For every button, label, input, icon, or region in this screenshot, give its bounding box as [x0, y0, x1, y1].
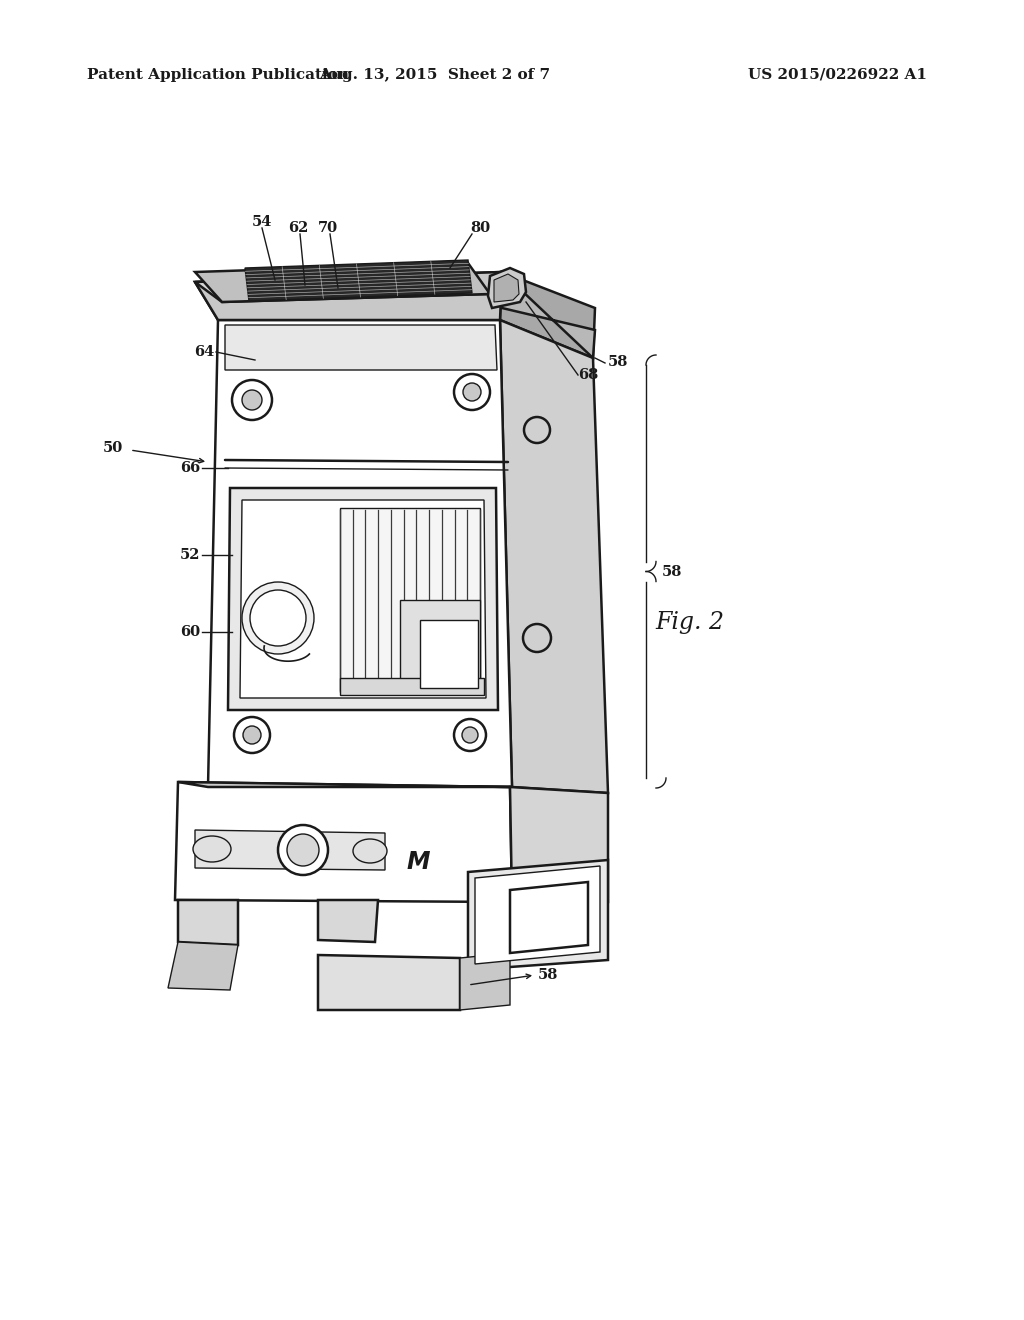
Circle shape: [523, 624, 551, 652]
Circle shape: [454, 374, 490, 411]
Polygon shape: [420, 620, 478, 688]
Text: 58: 58: [662, 565, 682, 579]
Text: M: M: [407, 850, 430, 874]
Polygon shape: [400, 601, 480, 690]
Text: 64: 64: [194, 345, 214, 359]
Circle shape: [454, 719, 486, 751]
Polygon shape: [494, 275, 519, 302]
Text: 62: 62: [288, 220, 308, 235]
Polygon shape: [475, 866, 600, 964]
Text: 68: 68: [578, 368, 598, 381]
Circle shape: [242, 389, 262, 411]
Circle shape: [278, 825, 328, 875]
Polygon shape: [195, 830, 385, 870]
Polygon shape: [225, 325, 497, 370]
Text: 58: 58: [538, 968, 558, 982]
Polygon shape: [245, 260, 472, 301]
Polygon shape: [208, 319, 512, 787]
Polygon shape: [178, 781, 512, 787]
Circle shape: [463, 383, 481, 401]
Polygon shape: [240, 500, 486, 698]
Text: 50: 50: [102, 441, 123, 455]
Polygon shape: [175, 781, 512, 902]
Circle shape: [287, 834, 319, 866]
Text: US 2015/0226922 A1: US 2015/0226922 A1: [748, 69, 927, 82]
Polygon shape: [195, 272, 502, 319]
Polygon shape: [318, 954, 460, 1010]
Polygon shape: [195, 273, 490, 302]
Polygon shape: [168, 942, 238, 990]
Polygon shape: [510, 787, 608, 902]
Polygon shape: [195, 263, 490, 302]
Circle shape: [234, 717, 270, 752]
Circle shape: [462, 727, 478, 743]
Polygon shape: [500, 272, 595, 358]
Circle shape: [232, 380, 272, 420]
Circle shape: [524, 417, 550, 444]
Circle shape: [250, 590, 306, 645]
Polygon shape: [468, 861, 608, 970]
Polygon shape: [340, 508, 480, 692]
Polygon shape: [195, 272, 502, 319]
Text: 58: 58: [608, 355, 629, 370]
Polygon shape: [228, 488, 498, 710]
Text: Fig. 2: Fig. 2: [655, 610, 725, 634]
Ellipse shape: [193, 836, 231, 862]
Polygon shape: [318, 900, 378, 942]
Polygon shape: [510, 882, 588, 953]
Text: 52: 52: [179, 548, 200, 562]
Polygon shape: [340, 678, 484, 696]
Text: 54: 54: [252, 215, 272, 228]
Polygon shape: [502, 272, 595, 358]
Text: 66: 66: [180, 461, 200, 475]
Text: Patent Application Publication: Patent Application Publication: [87, 69, 349, 82]
Text: Aug. 13, 2015  Sheet 2 of 7: Aug. 13, 2015 Sheet 2 of 7: [319, 69, 551, 82]
Ellipse shape: [353, 840, 387, 863]
Polygon shape: [178, 900, 238, 945]
Text: 60: 60: [180, 624, 200, 639]
Circle shape: [242, 582, 314, 653]
Circle shape: [243, 726, 261, 744]
Text: 70: 70: [317, 220, 338, 235]
Polygon shape: [488, 268, 526, 308]
Polygon shape: [500, 319, 608, 793]
Text: 80: 80: [470, 220, 490, 235]
Polygon shape: [460, 953, 510, 1010]
